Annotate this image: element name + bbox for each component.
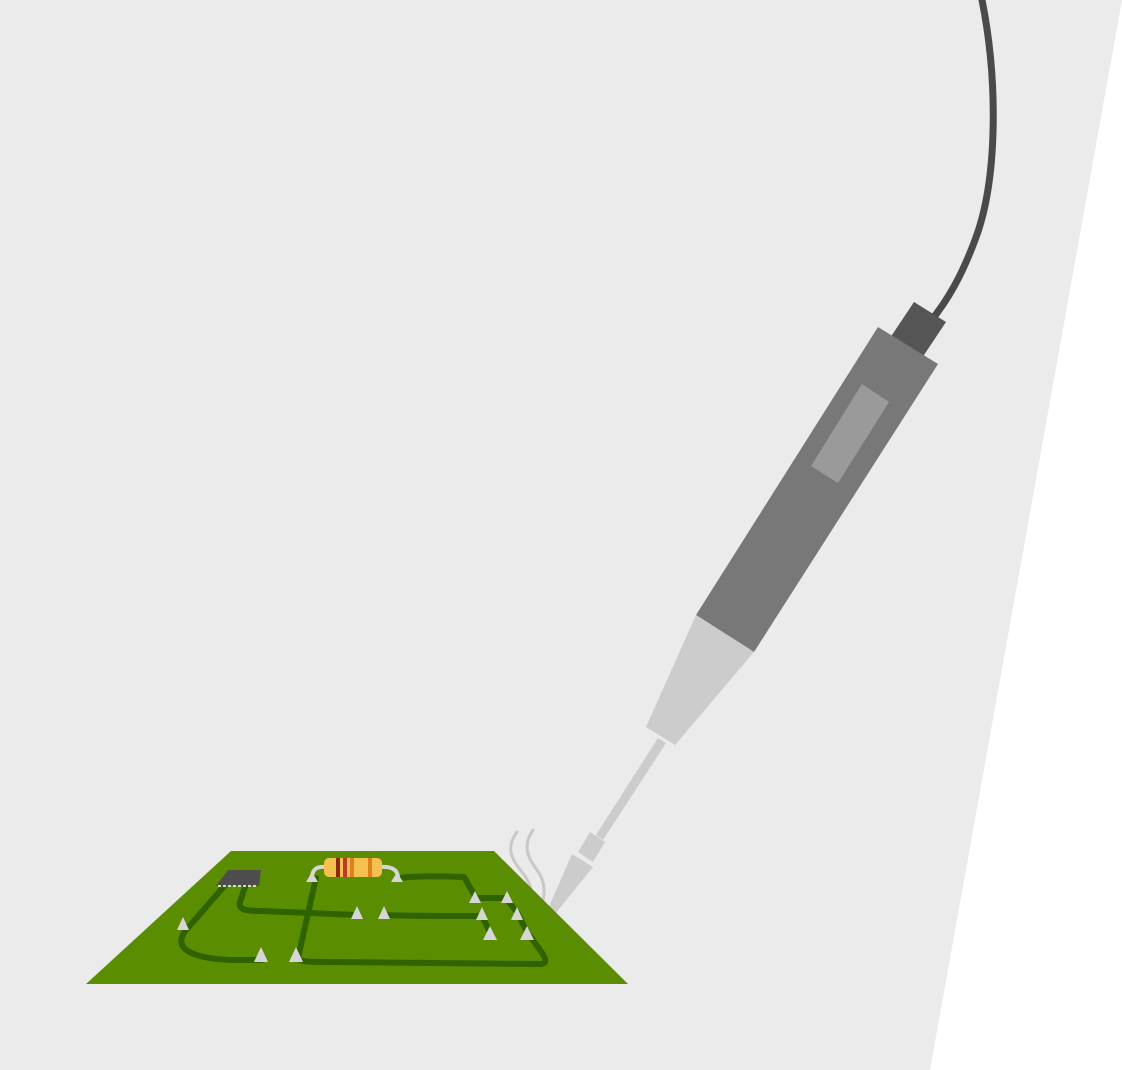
trace-bottom [295,933,549,967]
solder-joint [254,947,268,962]
solder-joint [469,891,481,903]
trace-chip-right [236,881,359,918]
resistor-band-4 [368,858,372,877]
solder-joint [483,926,497,940]
iron-shaft [596,738,666,840]
resistor [324,858,382,877]
ic-chip [216,870,261,886]
board-traces [178,873,549,967]
resistor-band-2 [343,858,347,877]
solder-joint [476,907,488,920]
resistor-band-3 [350,858,354,877]
solder-joint [511,907,523,920]
iron-nose [646,615,754,745]
solder-joint [520,926,534,940]
trace-chip-left [178,881,265,963]
iron-tip-collar [578,832,605,862]
smoke-wisp-right [525,828,546,910]
trace-vertical [295,875,319,961]
solder-joint [378,906,390,919]
solder-joint [289,947,303,962]
iron-cable [926,0,997,326]
solder-joint [177,917,189,930]
trace-resistor-right [397,873,509,901]
solder-joint [306,872,318,882]
solder-joint [391,872,403,882]
solder-joints [177,872,534,962]
iron-grip-window [811,384,889,483]
resistor-band-1 [336,858,340,877]
solder-joint [501,891,513,903]
solder-joint [351,906,363,919]
